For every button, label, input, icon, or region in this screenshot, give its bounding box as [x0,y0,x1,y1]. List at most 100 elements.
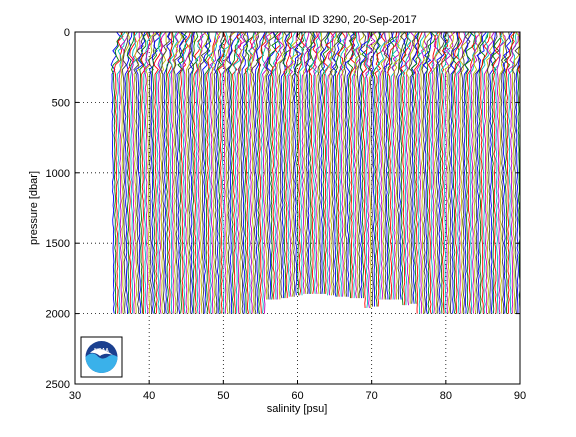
salinity-profile-line [327,31,337,296]
salinity-profile-line [249,31,258,314]
salinity-profile-line [463,31,473,314]
x-tick-label: 60 [291,390,303,402]
salinity-profile-line [151,31,162,314]
salinity-profile-line [260,31,269,314]
salinity-profile-line [503,31,515,314]
y-tick-label: 0 [64,27,70,39]
salinity-profile-line [216,31,226,314]
salinity-profile-line [444,31,456,314]
salinity-profile-line [197,31,209,314]
salinity-profile-line [270,31,282,300]
salinity-profile-line [276,31,286,300]
salinity-profile-line [227,31,239,314]
salinity-profile-line [399,31,412,306]
salinity-profile-line [444,31,455,314]
salinity-profile-line [168,31,179,314]
x-tick-label: 70 [366,390,378,402]
salinity-profile-line [135,31,146,314]
salinity-profile-line [165,31,174,314]
salinity-profile-line [255,31,268,314]
salinity-profile-line [454,31,463,314]
salinity-profile-line [316,31,323,294]
salinity-profile-line [233,31,242,314]
salinity-profile-line [182,31,196,314]
salinity-profile-line [241,31,249,314]
salinity-profile-line [244,31,256,314]
salinity-profile-line [364,31,375,309]
salinity-profile-line [264,31,272,300]
salinity-profile-line [408,31,420,304]
salinity-profile-line [228,31,242,314]
salinity-profile-line [262,31,274,314]
salinity-profile-line [476,31,487,314]
salinity-profile-line [113,31,124,314]
salinity-profile-line [483,31,495,314]
salinity-profile-line [430,31,442,314]
salinity-profile-line [376,31,387,300]
salinity-profile-line [127,31,137,314]
salinity-profile-line [213,31,224,314]
salinity-profile-line [472,31,481,314]
salinity-profile-line [341,31,352,297]
salinity-profile-line [272,31,284,300]
profiles-layer [110,31,521,314]
salinity-profile-line [505,31,516,314]
salinity-profile-line [293,31,303,296]
salinity-profile-line [237,31,248,314]
salinity-profile-line [159,31,168,314]
salinity-profile-line [254,31,266,314]
salinity-profile-line [133,31,145,314]
salinity-profile-line [396,31,406,300]
salinity-profile-line [243,31,255,314]
salinity-profile-line [441,31,451,314]
salinity-profile-line [287,31,298,297]
y-tick-label: 2500 [46,379,70,391]
salinity-profile-line [370,31,383,307]
salinity-profile-line [507,31,517,314]
salinity-profile-line [511,31,520,314]
salinity-profile-line [202,31,212,314]
salinity-profile-line [317,31,329,294]
salinity-profile-line [266,31,277,300]
salinity-profile-line [265,31,276,300]
logo-text: NOAA [94,348,109,354]
salinity-profile-line [301,31,310,294]
salinity-profile-line [429,31,439,314]
salinity-profile-line [211,31,222,314]
salinity-profile-line [414,31,423,314]
salinity-profile-line [249,31,261,314]
salinity-profile-line [310,31,322,294]
salinity-profile-line [187,31,194,314]
salinity-profile-line [303,31,314,294]
salinity-profile-line [278,31,288,299]
salinity-profile-line [232,31,243,314]
salinity-profile-line [288,31,301,297]
noaa-logo: NOAA [80,336,123,378]
x-axis-ticks: 30 40 50 60 70 80 90 [69,32,526,402]
salinity-profile-line [189,31,195,314]
salinity-profile-line [486,31,498,314]
salinity-profile-line [268,31,280,300]
y-axis-ticks: 0 500 1000 1500 2000 2500 [46,27,520,391]
logo-wave [85,353,118,373]
salinity-profile-line [283,31,293,299]
salinity-profile-line [470,31,482,314]
salinity-profile-line [383,31,395,300]
salinity-profile-line [319,31,330,294]
x-tick-label: 30 [69,390,81,402]
salinity-profile-line [398,31,409,306]
salinity-profile-line [386,31,398,300]
salinity-profile-line [222,31,234,314]
salinity-profile-line [153,31,163,314]
salinity-profile-line [323,31,334,294]
salinity-profile-line [250,31,260,314]
salinity-profile-line [485,31,495,314]
salinity-profile-line [351,31,360,299]
y-tick-label: 2000 [46,309,70,321]
salinity-profile-line [182,31,193,314]
salinity-profile-line [321,31,331,294]
salinity-profile-line [173,31,184,314]
salinity-profile-line [214,31,226,314]
salinity-profile-line [496,31,506,314]
